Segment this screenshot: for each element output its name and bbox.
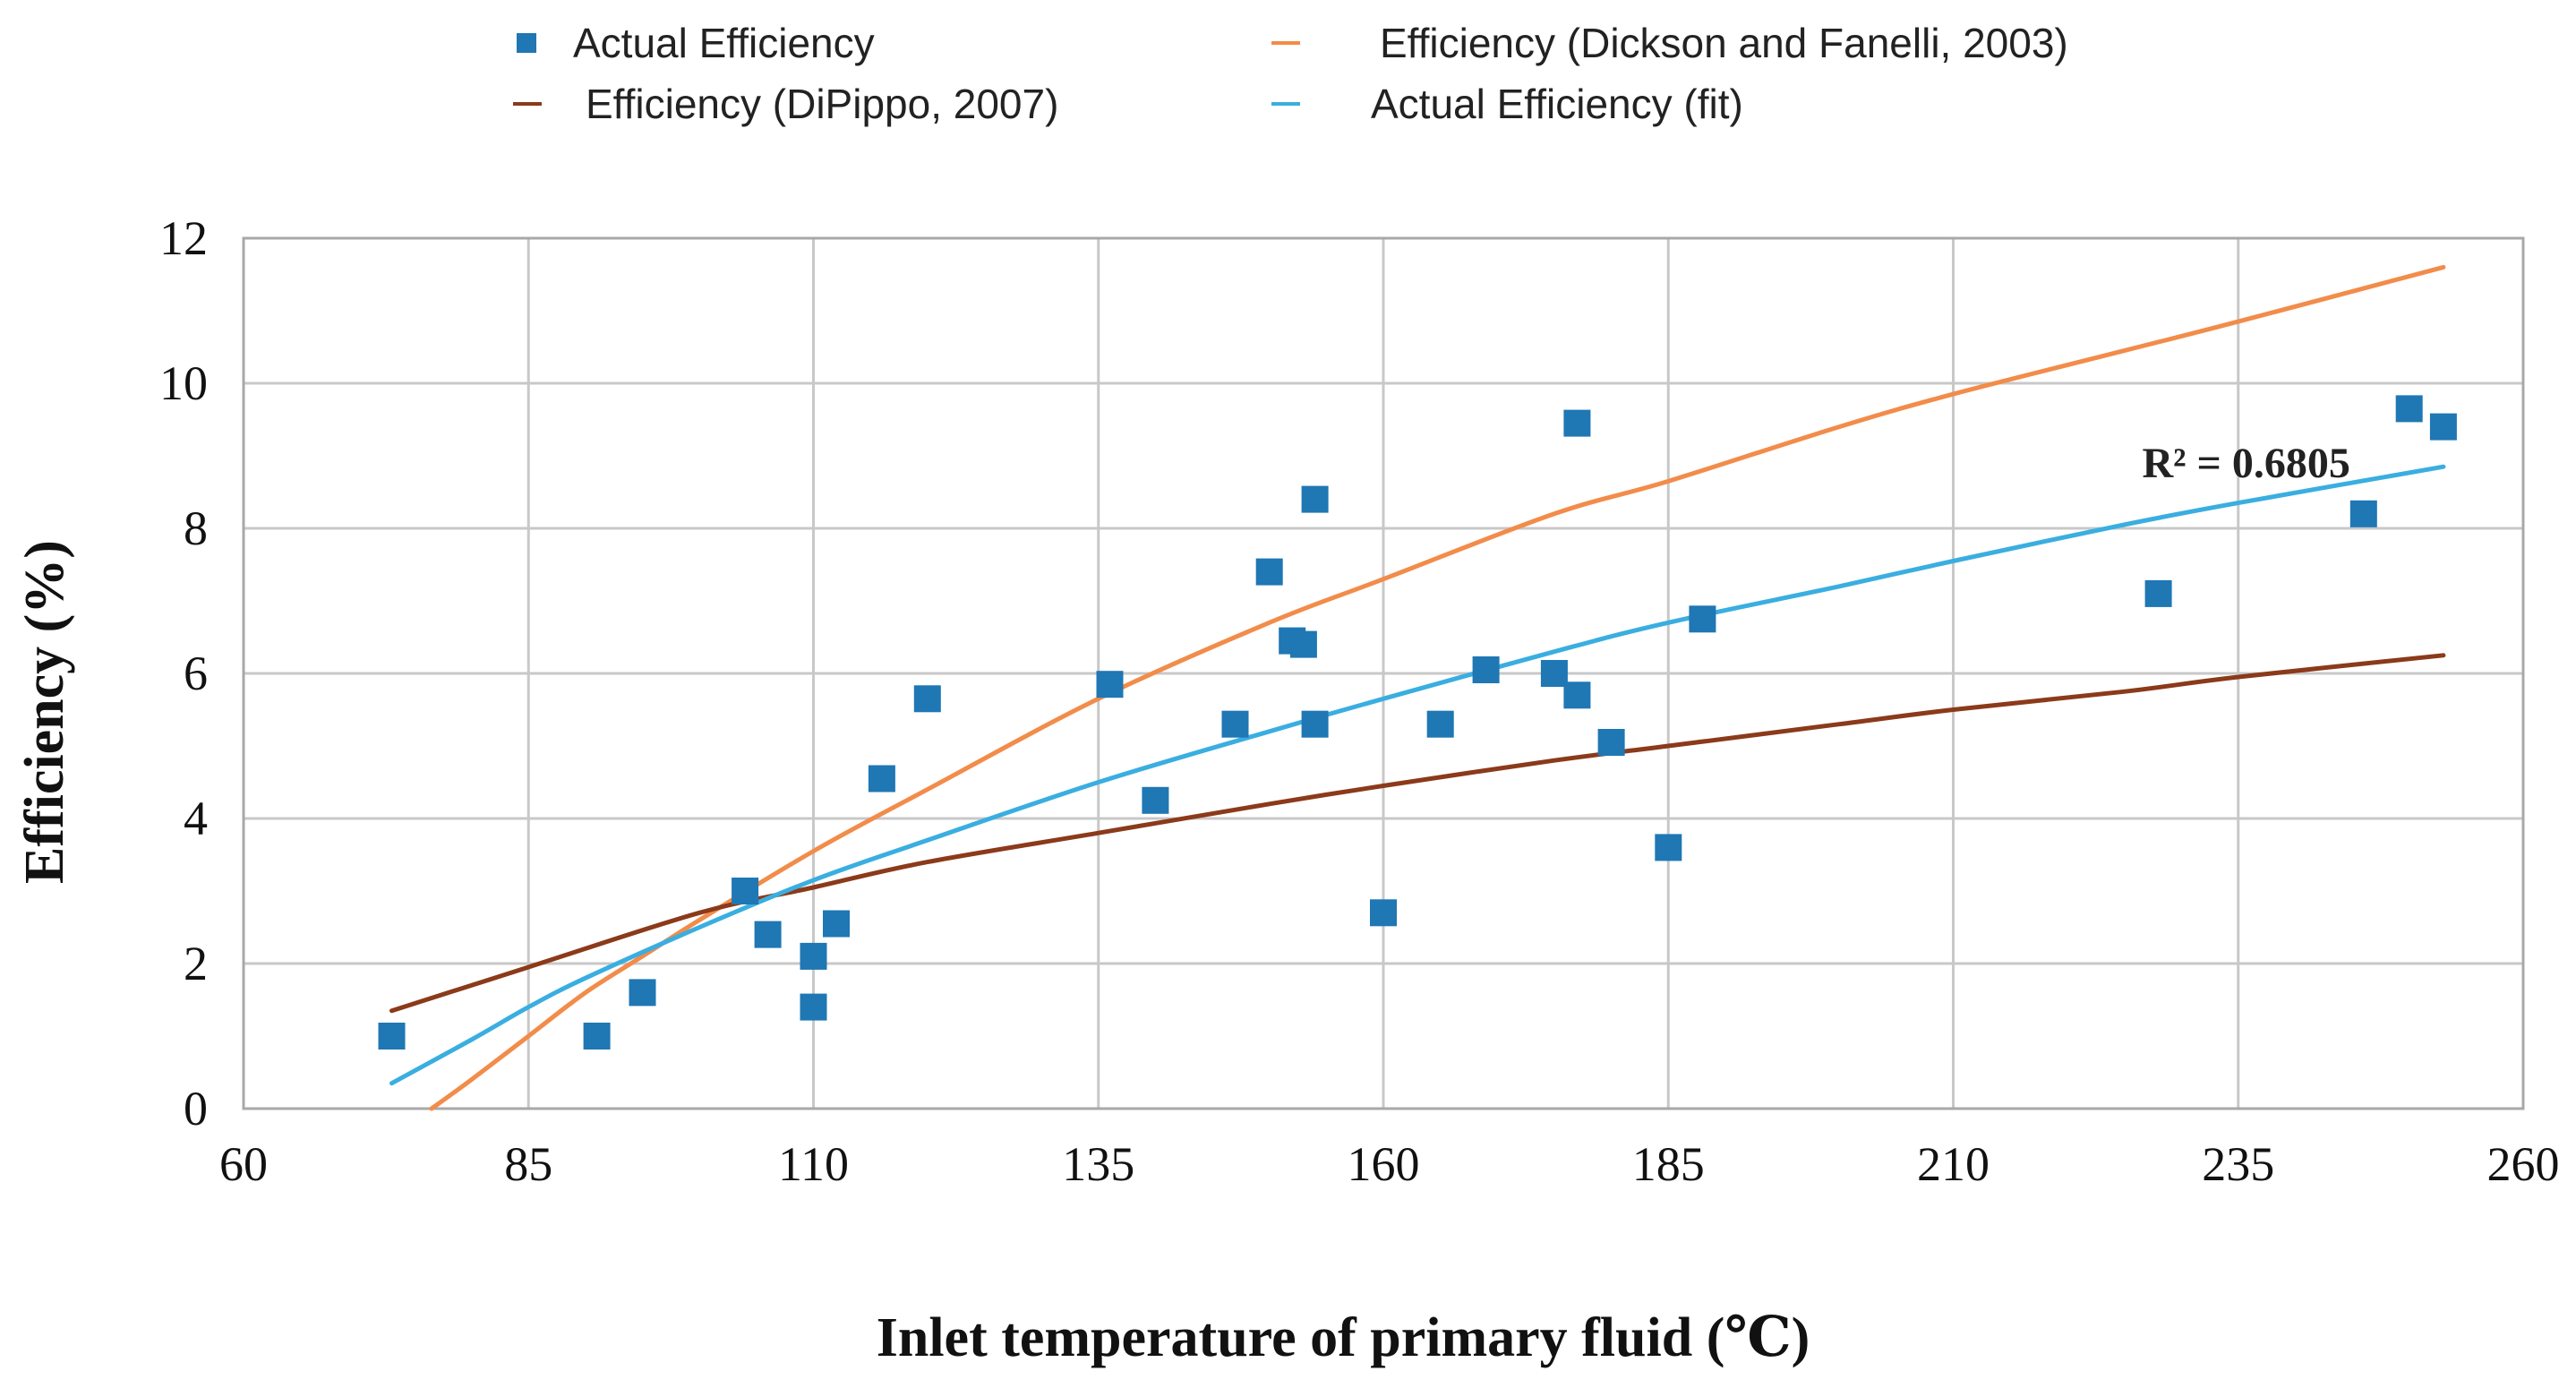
data-point xyxy=(629,979,656,1007)
data-point xyxy=(732,878,759,904)
series-line-dipippo xyxy=(389,653,2446,1014)
data-point xyxy=(913,685,941,713)
data-point xyxy=(1540,660,1568,687)
data-point xyxy=(1096,671,1124,698)
y-tick-label: 6 xyxy=(184,647,208,700)
data-point xyxy=(378,1023,406,1050)
x-tick-label: 85 xyxy=(504,1137,552,1191)
y-tick-label: 2 xyxy=(184,937,208,990)
x-tick-label: 160 xyxy=(1348,1137,1420,1191)
y-tick-label: 10 xyxy=(159,356,208,410)
scatter-points xyxy=(378,395,2457,1050)
x-axis-title: Inlet temperature of primary fluid (℃) xyxy=(877,1307,1810,1368)
data-point xyxy=(1142,786,1169,814)
legend-marker-actual-efficiency xyxy=(517,33,536,53)
y-tick-label: 0 xyxy=(184,1082,208,1135)
data-point xyxy=(1655,834,1682,861)
y-axis-title: Efficiency (%) xyxy=(14,540,75,884)
series-lines xyxy=(389,264,2446,1111)
data-point xyxy=(1563,409,1591,437)
y-tick-label: 4 xyxy=(184,792,208,845)
legend-label-dipippo: Efficiency (DiPippo, 2007) xyxy=(586,81,1058,127)
data-point xyxy=(1255,558,1283,586)
x-tick-label: 185 xyxy=(1632,1137,1705,1191)
x-tick-label: 260 xyxy=(2487,1137,2560,1191)
data-point xyxy=(1472,656,1500,683)
grid xyxy=(242,236,2525,1110)
data-point xyxy=(754,921,782,948)
data-point xyxy=(2429,413,2457,441)
x-tick-label: 60 xyxy=(219,1137,268,1191)
series-line-dickson-fanelli xyxy=(429,264,2446,1111)
legend-label-actual-fit: Actual Efficiency (fit) xyxy=(1371,81,1743,127)
data-point xyxy=(2144,579,2172,607)
legend: Actual Efficiency Efficiency (Dickson an… xyxy=(513,20,2068,127)
data-point xyxy=(2349,500,2377,527)
data-point xyxy=(823,910,850,938)
data-point xyxy=(583,1023,611,1050)
data-point xyxy=(800,993,827,1021)
data-point xyxy=(1689,605,1716,633)
plot-frame xyxy=(242,236,2525,1110)
x-tick-label: 110 xyxy=(778,1137,849,1191)
data-point xyxy=(1597,729,1625,756)
data-point xyxy=(1289,630,1317,658)
data-point xyxy=(800,942,827,970)
data-point xyxy=(868,765,895,793)
r-squared-annotation: R² = 0.6805 xyxy=(2142,440,2349,487)
data-point xyxy=(1426,710,1454,738)
y-tick-label: 12 xyxy=(159,211,208,265)
legend-label-dickson-fanelli: Efficiency (Dickson and Fanelli, 2003) xyxy=(1380,20,2068,66)
legend-label-actual-efficiency: Actual Efficiency xyxy=(573,20,875,66)
data-point xyxy=(1301,485,1329,513)
data-point xyxy=(1301,710,1329,738)
data-point xyxy=(1370,899,1397,927)
data-point xyxy=(1221,710,1249,738)
axis-ticks: 60 85 110 135 160 185 210 235 260 0 2 4 6 8 10 12 xyxy=(159,211,2560,1191)
data-point xyxy=(1563,681,1591,709)
x-tick-label: 135 xyxy=(1062,1137,1134,1191)
x-tick-label: 235 xyxy=(2202,1137,2274,1191)
x-tick-label: 210 xyxy=(1917,1137,1990,1191)
y-tick-label: 8 xyxy=(184,501,208,555)
data-point xyxy=(2395,395,2423,423)
series-line-actual-fit xyxy=(389,464,2446,1086)
